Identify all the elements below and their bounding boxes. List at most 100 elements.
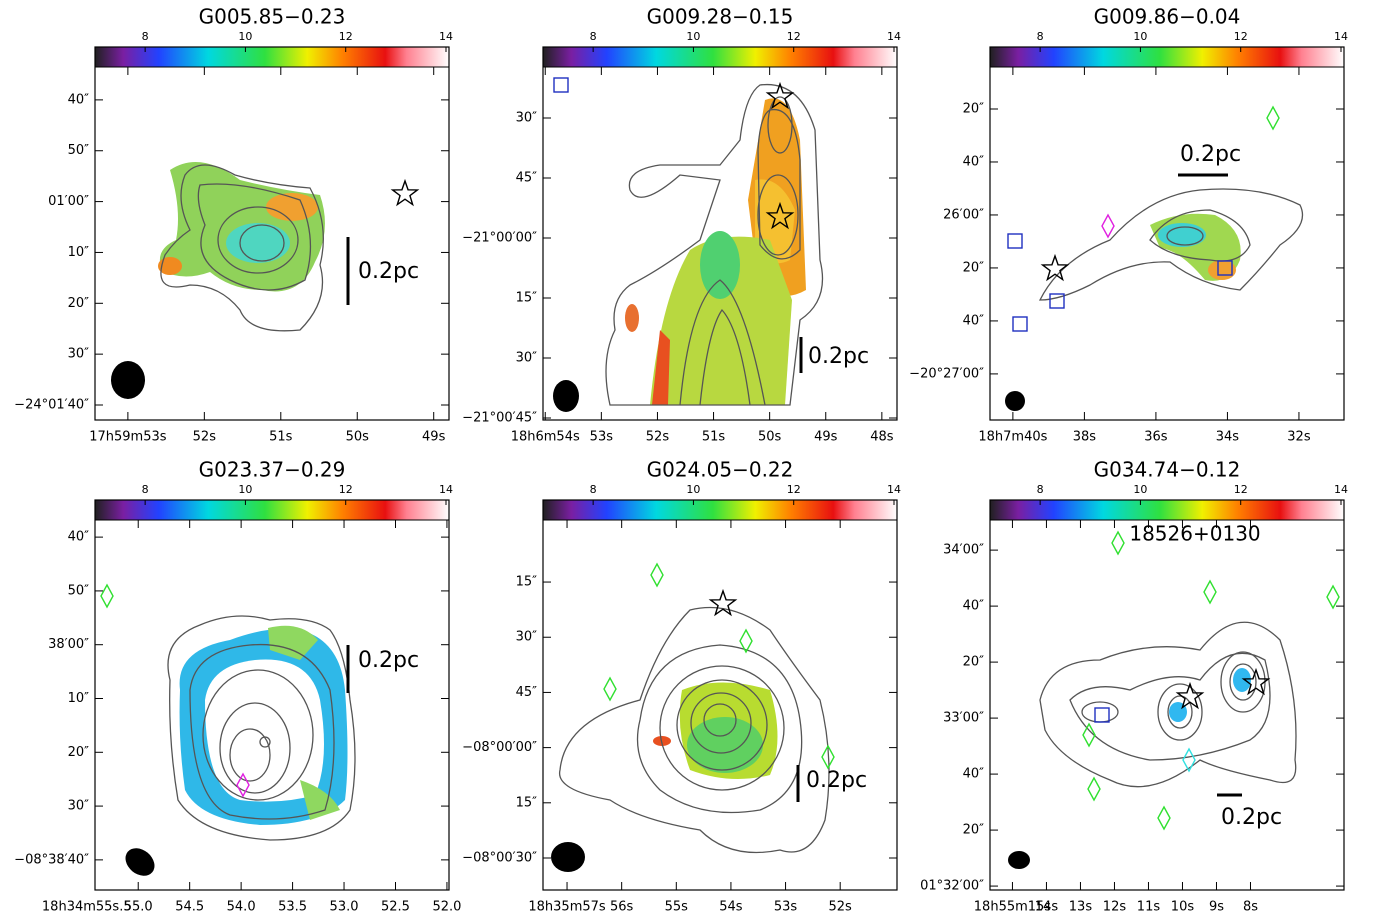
colorbar-tick-label: 10 — [238, 30, 252, 43]
y-tick-label: 30″ — [516, 111, 538, 126]
x-tick-label: 52s — [646, 430, 670, 445]
y-tick-label: −08°00′00″ — [462, 740, 537, 755]
colorbar-tick-label: 10 — [1133, 30, 1147, 43]
contour — [690, 692, 752, 754]
y-tick-label: 26′00″ — [943, 207, 984, 222]
contour — [757, 108, 801, 260]
beam — [1005, 391, 1025, 411]
y-tick-label: 34′00″ — [943, 543, 984, 558]
x-tick-label: 52s — [193, 430, 217, 445]
emission — [700, 231, 740, 299]
colorbar-tick-label: 8 — [142, 30, 149, 43]
beam — [125, 848, 155, 876]
x-tick-label: 8s — [1243, 900, 1258, 915]
y-tick-label: 40″ — [963, 767, 985, 782]
square-marker — [1012, 316, 1028, 332]
x-tick-label: 52.5 — [381, 900, 410, 915]
contour — [679, 279, 766, 406]
x-tick-label: 17h59m53s — [89, 430, 167, 445]
y-tick-label: 20″ — [68, 745, 90, 760]
x-tick-label: 9s — [1209, 900, 1224, 915]
y-tick-label: −08°38′40″ — [14, 852, 89, 867]
x-tick-label: 53s — [774, 900, 798, 915]
contour — [167, 615, 356, 841]
diamond-marker — [603, 677, 617, 701]
emission — [687, 717, 763, 773]
x-tick-label: 38s — [1073, 430, 1097, 445]
x-tick-label: 54.5 — [175, 900, 204, 915]
panel-1-map: 0.2pc — [111, 162, 419, 399]
emission — [268, 625, 318, 660]
y-tick-label: 01°32′00″ — [920, 879, 984, 894]
contour — [1038, 188, 1304, 301]
x-tick-label: 50s — [346, 430, 370, 445]
x-tick-label: 14s — [1035, 900, 1059, 915]
y-tick-label: 33′00″ — [943, 711, 984, 726]
beam — [1008, 851, 1030, 869]
contour — [1069, 652, 1271, 761]
frame — [989, 499, 1345, 891]
diamond-marker — [1087, 777, 1101, 801]
emission — [226, 223, 290, 263]
y-tick-label: −20°27′00″ — [909, 366, 984, 381]
y-tick-label: 30″ — [516, 630, 538, 645]
x-tick-label: 10s — [1171, 900, 1195, 915]
panel-title: G005.85−0.23 — [199, 5, 346, 29]
colorbar-tick-label: 10 — [1133, 483, 1147, 496]
y-tick-label: 30″ — [68, 799, 90, 814]
diamond-marker — [1111, 531, 1125, 555]
colorbar-tick-label: 12 — [1234, 30, 1248, 43]
y-tick-label: 01′00″ — [48, 194, 89, 209]
contour — [1166, 226, 1204, 246]
y-tick-label: 40″ — [68, 530, 90, 545]
colorbar-tick-label: 14 — [1334, 30, 1348, 43]
y-tick-label: −08°00′30″ — [462, 850, 537, 865]
contour — [703, 703, 737, 737]
scale-label: 0.2pc — [806, 768, 867, 793]
contour — [1229, 663, 1257, 701]
frame — [989, 46, 1345, 421]
contour — [197, 183, 312, 291]
contour — [1157, 683, 1203, 741]
colorbar-tick-label: 8 — [142, 483, 149, 496]
y-tick-label: 15″ — [516, 291, 538, 306]
x-tick-label: 55.0 — [124, 900, 153, 915]
star-marker — [1041, 255, 1069, 281]
x-tick-label: 11s — [1137, 900, 1161, 915]
y-tick-label: 40″ — [963, 313, 985, 328]
emission — [625, 304, 639, 332]
y-tick-label: 30″ — [68, 347, 90, 362]
colorbar — [94, 46, 450, 68]
x-tick-label: 18h35m57s — [528, 900, 606, 915]
contour — [217, 206, 299, 274]
panel-4-map: 0.2pc — [100, 584, 419, 876]
scale-label: 0.2pc — [358, 259, 419, 284]
contour — [189, 643, 335, 820]
colorbar — [542, 499, 898, 521]
contour — [219, 702, 291, 794]
contour — [659, 665, 785, 791]
y-tick-label: −21°00′00″ — [462, 231, 537, 246]
panel-title: G023.37−0.29 — [199, 458, 346, 482]
panel-title: G024.05−0.22 — [647, 458, 794, 482]
x-tick-label: 18h34m55s.5 — [42, 900, 132, 915]
contour — [1167, 695, 1193, 729]
x-tick-label: 56s — [610, 900, 634, 915]
source-label: 18526+0130 — [1129, 522, 1260, 546]
diamond-marker — [1101, 214, 1115, 238]
x-tick-label: 51s — [702, 430, 726, 445]
x-tick-label: 50s — [758, 430, 782, 445]
contour — [676, 679, 768, 771]
colorbar-tick-label: 14 — [887, 483, 901, 496]
y-tick-label: −21°00′45″ — [462, 411, 537, 426]
colorbar-tick-label: 12 — [339, 30, 353, 43]
colorbar-tick-label: 8 — [1037, 30, 1044, 43]
panel-title: G009.86−0.04 — [1094, 5, 1241, 29]
x-tick-label: 34s — [1216, 430, 1240, 445]
emission — [205, 659, 324, 802]
colorbar-tick-label: 14 — [887, 30, 901, 43]
contour — [605, 83, 824, 406]
scale-label: 0.2pc — [808, 344, 869, 369]
y-tick-label: −24°01′40″ — [14, 397, 89, 412]
panel-6-map: 18526+0130 0.2pc — [1008, 522, 1340, 869]
